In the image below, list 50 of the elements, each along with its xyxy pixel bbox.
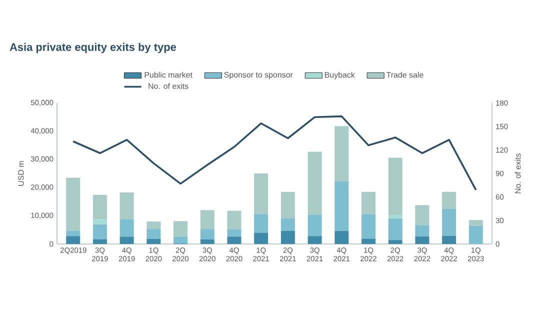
bar bbox=[334, 126, 349, 182]
bar bbox=[174, 236, 188, 244]
bar bbox=[361, 192, 376, 214]
bar bbox=[388, 240, 402, 244]
bar bbox=[200, 210, 214, 230]
bar bbox=[254, 214, 268, 233]
bar bbox=[200, 229, 214, 240]
bar bbox=[308, 214, 322, 236]
bar bbox=[66, 178, 80, 231]
bar bbox=[280, 230, 295, 244]
bar bbox=[92, 224, 107, 240]
bar bbox=[361, 238, 376, 244]
bar bbox=[415, 225, 430, 236]
bar bbox=[227, 236, 242, 244]
bar bbox=[174, 221, 188, 237]
bar bbox=[254, 232, 268, 244]
bar bbox=[120, 236, 134, 244]
bar bbox=[388, 218, 402, 240]
bar bbox=[468, 226, 483, 244]
bar bbox=[227, 229, 242, 237]
bar bbox=[442, 209, 456, 236]
bar bbox=[66, 230, 80, 236]
bar bbox=[280, 218, 295, 231]
bar bbox=[146, 238, 161, 244]
bar bbox=[227, 210, 242, 230]
bar bbox=[334, 231, 349, 244]
bar bbox=[146, 221, 161, 230]
chart-title: Asia private equity exits by type bbox=[10, 42, 176, 54]
bar bbox=[280, 192, 295, 218]
bar bbox=[200, 239, 214, 244]
line-series bbox=[72, 115, 477, 191]
bar bbox=[120, 219, 134, 237]
bar bbox=[415, 205, 430, 226]
bar bbox=[92, 219, 107, 224]
bar bbox=[361, 214, 376, 239]
bar bbox=[442, 236, 456, 244]
bar bbox=[308, 152, 322, 215]
bar bbox=[120, 192, 134, 220]
bar bbox=[92, 194, 107, 220]
bar bbox=[334, 181, 349, 232]
bar bbox=[92, 239, 107, 244]
bar bbox=[468, 220, 483, 226]
bar bbox=[415, 236, 430, 244]
bar bbox=[388, 158, 402, 215]
bar bbox=[66, 236, 80, 244]
bar bbox=[442, 192, 456, 210]
bar bbox=[308, 236, 322, 244]
bar bbox=[146, 229, 161, 239]
bar bbox=[388, 214, 402, 218]
bar bbox=[254, 174, 268, 214]
